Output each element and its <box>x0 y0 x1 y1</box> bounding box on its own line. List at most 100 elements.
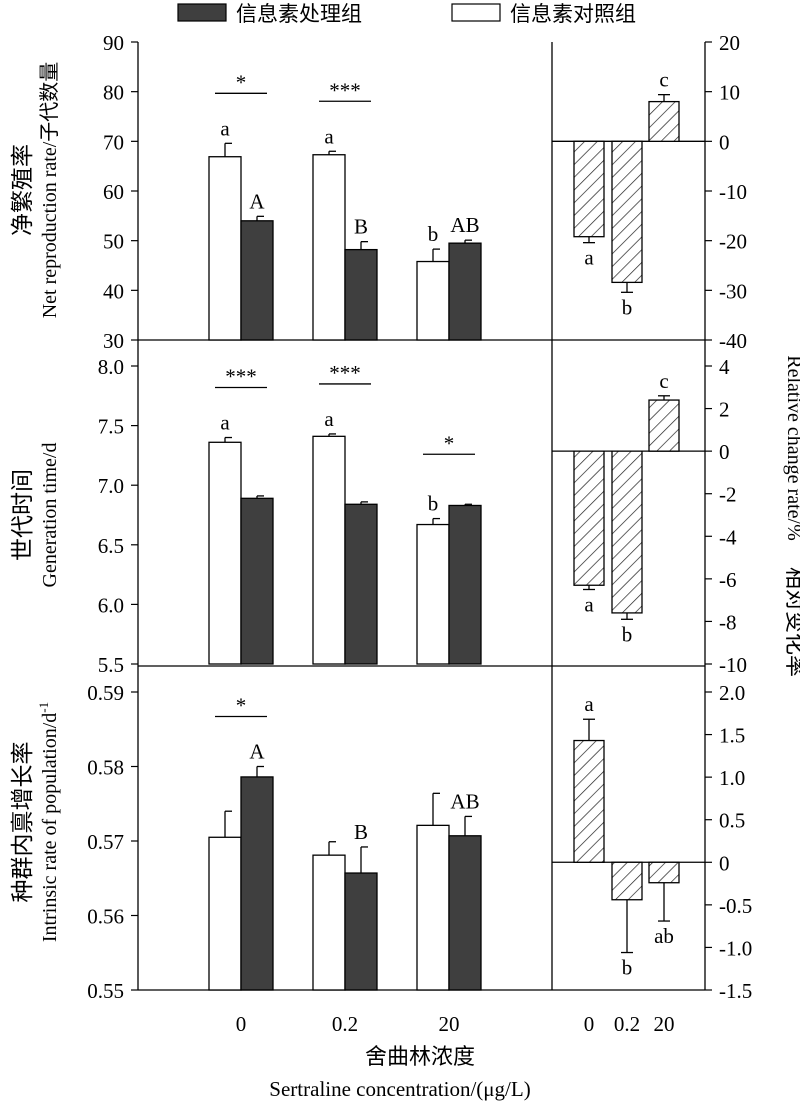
rc-x-tick-label: 0.2 <box>614 1012 640 1036</box>
x-tick-label: 0 <box>236 1012 247 1036</box>
x-tick-label: 20 <box>439 1012 460 1036</box>
bar-control <box>312 435 346 665</box>
bar-control <box>416 824 450 991</box>
significance-mark: * <box>236 70 247 94</box>
bar-treated <box>344 503 378 665</box>
rc-letter-label: b <box>622 956 633 980</box>
letter-label: a <box>324 407 334 431</box>
bar-control <box>208 836 242 991</box>
y-tick-label: 60 <box>103 180 124 204</box>
rc-letter-label: ab <box>654 924 674 948</box>
significance-mark: *** <box>329 361 361 385</box>
right-ylabel-en: Relative change rate/% <box>783 355 800 540</box>
bar-treated <box>448 242 482 341</box>
significance-mark: *** <box>329 78 361 102</box>
letter-label: AB <box>450 213 479 237</box>
bar-treated <box>240 497 274 665</box>
rc-x-tick-label: 20 <box>654 1012 675 1036</box>
right-ylabel-cn: 相对变化率 <box>782 567 800 677</box>
rc-bar <box>611 861 643 901</box>
right-y-tick-label: -40 <box>719 329 747 353</box>
y-tick-label: 0.56 <box>87 905 124 929</box>
y-tick-label: 50 <box>103 230 124 254</box>
right-y-tick-label: -6 <box>719 568 737 592</box>
y-tick-label: 7.0 <box>98 474 124 498</box>
right-y-tick-label: 1.0 <box>719 766 745 790</box>
right-y-tick-label: 10 <box>719 81 740 105</box>
y-tick-label: 5.5 <box>98 653 124 677</box>
significance-mark: * <box>236 694 247 718</box>
letter-label: AB <box>450 789 479 813</box>
right-y-tick-label: -10 <box>719 653 747 677</box>
right-y-tick-label: 4 <box>719 355 730 379</box>
right-y-tick-label: -1.0 <box>719 936 752 960</box>
right-y-tick-label: 20 <box>719 31 740 55</box>
rc-x-tick-label: 0 <box>584 1012 595 1036</box>
bar-treated <box>448 504 482 665</box>
y-tick-label: 90 <box>103 31 124 55</box>
ylabel-cn-generation-time: 世代时间 <box>10 469 36 561</box>
y-tick-label: 8.0 <box>98 355 124 379</box>
ylabel-en-intrinsic-rate-text: Intrinsic rate of population/d <box>39 713 61 942</box>
y-tick-label: 6.0 <box>98 593 124 617</box>
letter-label: B <box>354 820 368 844</box>
ylabel-en-generation-time: Generation time/d <box>39 443 61 588</box>
letter-label: b <box>428 222 439 246</box>
bar-treated <box>344 248 378 341</box>
right-y-tick-label: 2 <box>719 398 730 422</box>
rc-bar <box>573 140 605 238</box>
right-y-tick-label: -4 <box>719 525 737 549</box>
letter-label: a <box>220 411 230 435</box>
rc-letter-label: c <box>659 369 668 393</box>
bar-treated <box>344 872 378 991</box>
bar-treated <box>240 776 274 991</box>
right-y-tick-label: -8 <box>719 610 737 634</box>
letter-label: a <box>220 116 230 140</box>
legend: 信息素处理组 信息素对照组 <box>177 2 636 26</box>
right-y-tick-label: 0.5 <box>719 809 745 833</box>
bar-control <box>416 523 450 665</box>
rc-letter-label: a <box>584 593 594 617</box>
significance-mark: *** <box>225 365 257 389</box>
rc-letter-label: a <box>584 692 594 716</box>
panel-generation-time: 5.5 6.0 6.5 7.0 7.5 8.0 a *** a *** b * -10 -8 -6 -4 -2 0… <box>98 355 747 677</box>
significance-mark: * <box>444 431 455 455</box>
letter-label: b <box>428 492 439 516</box>
y-tick-label: 6.5 <box>98 534 124 558</box>
ylabel-cn-intrinsic-rate: 种群内禀增长率 <box>10 742 36 903</box>
xlabel-en: Sertraline concentration/(μg/L) <box>269 1077 530 1101</box>
y-tick-label: 0.55 <box>87 979 124 1003</box>
ylabel-en-intrinsic-rate-sup: -1 <box>36 702 51 713</box>
y-tick-label: 30 <box>103 329 124 353</box>
rc-letter-label: a <box>584 246 594 270</box>
y-tick-label: 0.58 <box>87 756 124 780</box>
legend-swatch-treated <box>177 3 227 22</box>
bar-control <box>312 854 346 991</box>
y-tick-label: 0.59 <box>87 681 124 705</box>
ylabel-cn-net-reproduction: 净繁殖率 <box>10 144 36 236</box>
bar-control <box>208 156 242 341</box>
right-y-tick-label: 2.0 <box>719 681 745 705</box>
right-y-tick-label: 0 <box>719 130 730 154</box>
bar-control <box>208 441 242 665</box>
right-y-tick-label: 1.5 <box>719 724 745 748</box>
letter-label: A <box>249 189 265 213</box>
legend-label-control: 信息素对照组 <box>510 2 636 26</box>
right-y-tick-label: -30 <box>719 279 747 303</box>
right-y-tick-label: -2 <box>719 483 737 507</box>
y-tick-label: 0.57 <box>87 830 124 854</box>
right-y-tick-label: -10 <box>719 180 747 204</box>
right-y-tick-label: -20 <box>719 230 747 254</box>
legend-label-treated: 信息素处理组 <box>236 2 362 26</box>
letter-label: a <box>324 124 334 148</box>
xlabel-cn: 舍曲林浓度 <box>365 1045 475 1070</box>
y-tick-label: 70 <box>103 130 124 154</box>
letter-label: B <box>354 215 368 239</box>
right-y-tick-label: 0 <box>719 851 730 875</box>
right-y-tick-label: -0.5 <box>719 894 752 918</box>
right-y-tick-label: -1.5 <box>719 979 752 1003</box>
ylabel-en-net-reproduction: Net reproduction rate/子代数量 <box>38 62 61 319</box>
rc-letter-label: b <box>622 622 633 646</box>
